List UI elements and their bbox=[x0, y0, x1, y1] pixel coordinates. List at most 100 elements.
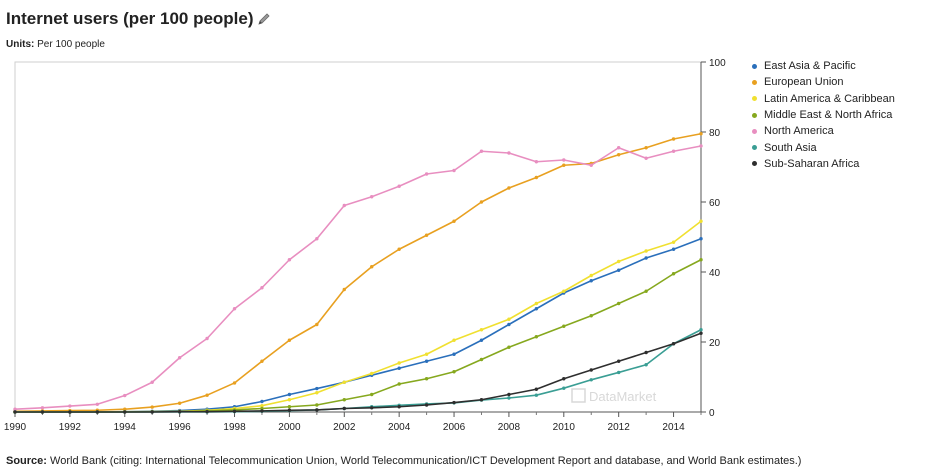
x-tick-label: 2012 bbox=[608, 422, 631, 433]
data-point bbox=[232, 409, 237, 413]
data-point bbox=[699, 219, 703, 223]
data-point bbox=[507, 317, 511, 321]
data-point bbox=[397, 366, 401, 370]
legend-item[interactable]: Middle East & North Africa bbox=[752, 107, 895, 123]
units-value: Per 100 people bbox=[37, 39, 105, 50]
data-point bbox=[479, 328, 484, 332]
legend-item[interactable]: North America bbox=[752, 123, 895, 139]
data-point bbox=[150, 405, 154, 409]
data-point bbox=[40, 410, 45, 414]
x-tick-label: 2010 bbox=[553, 422, 576, 433]
data-point bbox=[397, 361, 401, 365]
legend-marker bbox=[752, 63, 757, 69]
data-point bbox=[424, 172, 429, 176]
x-tick-label: 1990 bbox=[4, 422, 27, 433]
legend-marker bbox=[752, 161, 757, 167]
y-tick-label: 80 bbox=[709, 128, 721, 139]
x-tick-label: 2014 bbox=[662, 422, 685, 433]
y-tick-label: 40 bbox=[709, 268, 721, 279]
data-point bbox=[616, 146, 621, 150]
data-point bbox=[671, 149, 676, 153]
data-point bbox=[562, 289, 566, 293]
data-point bbox=[589, 273, 593, 278]
legend-item[interactable]: East Asia & Pacific bbox=[752, 58, 895, 74]
source-label: Source: bbox=[6, 455, 47, 467]
series-line-6 bbox=[15, 332, 702, 413]
data-point bbox=[232, 381, 237, 385]
data-point bbox=[123, 410, 127, 414]
data-point bbox=[616, 268, 621, 272]
data-point bbox=[616, 359, 621, 363]
data-point bbox=[342, 398, 346, 402]
data-point bbox=[699, 237, 703, 241]
units-line: Units: Per 100 people bbox=[6, 39, 105, 50]
data-point bbox=[205, 336, 209, 341]
data-point bbox=[644, 146, 648, 150]
data-point bbox=[260, 399, 264, 404]
data-point bbox=[315, 403, 319, 407]
data-point bbox=[534, 335, 539, 339]
legend-label: Sub-Saharan Africa bbox=[764, 157, 860, 170]
data-point bbox=[260, 409, 264, 413]
data-point bbox=[479, 398, 484, 402]
pencil-icon[interactable] bbox=[257, 12, 271, 26]
legend-item[interactable]: European Union bbox=[752, 74, 895, 90]
data-point bbox=[315, 322, 319, 327]
x-tick-label: 2000 bbox=[278, 422, 301, 433]
series-line-4 bbox=[14, 145, 702, 410]
legend-label: European Union bbox=[764, 76, 844, 89]
data-point bbox=[260, 406, 264, 411]
data-point bbox=[452, 370, 456, 374]
units-label: Units: bbox=[6, 39, 35, 50]
data-point bbox=[562, 377, 566, 381]
x-tick-label: 1998 bbox=[223, 422, 246, 433]
data-point bbox=[123, 407, 127, 411]
data-point bbox=[287, 408, 292, 412]
y-tick-label: 60 bbox=[709, 198, 721, 209]
legend-item[interactable]: Latin America & Caribbean bbox=[752, 91, 895, 107]
chart-header: Internet users (per 100 people) bbox=[6, 6, 271, 32]
data-point bbox=[95, 402, 100, 406]
legend-label: North America bbox=[764, 125, 834, 138]
legend-item[interactable]: South Asia bbox=[752, 139, 895, 155]
data-point bbox=[562, 158, 566, 162]
legend-marker bbox=[752, 96, 757, 102]
source-note: Source: World Bank (citing: Internationa… bbox=[6, 455, 801, 467]
data-point bbox=[424, 403, 429, 407]
data-point bbox=[534, 393, 539, 397]
data-point bbox=[452, 400, 456, 405]
data-point bbox=[287, 338, 292, 342]
data-point bbox=[287, 405, 292, 409]
data-point bbox=[342, 406, 346, 411]
data-point bbox=[644, 249, 648, 253]
datamarket-logo-icon bbox=[571, 388, 586, 403]
data-point bbox=[370, 371, 374, 376]
data-point bbox=[534, 387, 539, 391]
data-point bbox=[315, 237, 319, 241]
data-point bbox=[589, 279, 593, 283]
data-point bbox=[424, 377, 429, 381]
data-point bbox=[397, 382, 401, 386]
data-point bbox=[534, 301, 539, 306]
data-point bbox=[534, 307, 539, 311]
data-point bbox=[205, 393, 209, 397]
data-point bbox=[342, 380, 346, 384]
y-tick-label: 100 bbox=[709, 58, 726, 69]
legend-item[interactable]: Sub-Saharan Africa bbox=[752, 156, 895, 172]
data-point bbox=[507, 345, 511, 349]
chart-legend: East Asia & Pacific European Union Latin A… bbox=[752, 58, 895, 172]
data-point bbox=[370, 392, 374, 397]
legend-marker bbox=[752, 128, 757, 134]
data-point bbox=[150, 380, 154, 384]
x-tick-label: 2006 bbox=[443, 422, 466, 433]
data-point bbox=[370, 265, 374, 269]
data-point bbox=[699, 258, 703, 262]
data-point bbox=[479, 149, 484, 153]
data-point bbox=[452, 338, 456, 342]
data-point bbox=[671, 272, 676, 276]
x-tick-label: 2008 bbox=[498, 422, 521, 433]
data-point bbox=[232, 307, 237, 311]
data-point bbox=[671, 247, 676, 251]
data-point bbox=[644, 350, 648, 355]
data-point bbox=[260, 286, 264, 290]
